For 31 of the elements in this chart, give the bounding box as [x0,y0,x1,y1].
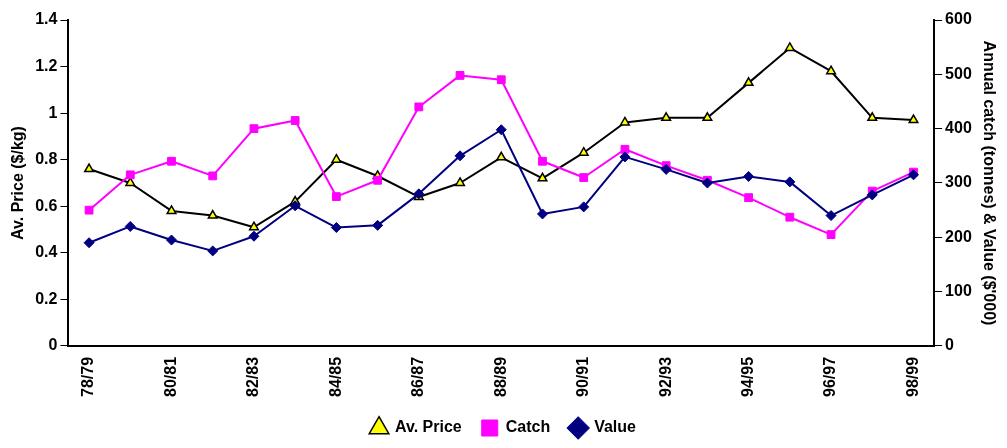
y2-tick-label: 400 [945,119,972,137]
x-tick-label: 90/91 [574,356,592,398]
x-tick-label: 84/85 [326,356,344,398]
y-tick-label: 1.2 [35,56,58,74]
y2-tick-label: 100 [945,282,972,300]
y-tick-label: 1 [48,103,58,121]
y-tick-label: 0.4 [35,243,58,261]
y2-tick-label: 300 [945,173,972,191]
y-tick-label: 0.8 [35,150,58,168]
x-tick-label: 88/89 [491,356,509,398]
y-tick-label: 0.6 [35,196,58,214]
y-tick-label: 0.2 [35,289,58,307]
y-axis-title: Av. Price ($/kg) [9,126,27,240]
legend-label: Value [594,418,637,436]
x-tick-label: 78/79 [79,356,97,398]
y-tick-label: 0 [48,336,58,354]
legend-label: Av. Price [395,418,462,436]
legend-label: Catch [505,418,551,436]
x-tick-label: 96/97 [821,356,839,398]
y2-tick-label: 500 [945,64,972,82]
x-tick-label: 82/83 [244,356,262,398]
x-tick-label: 98/99 [903,356,921,398]
y-tick-label: 1.4 [35,10,58,28]
y2-tick-label: 200 [945,227,972,245]
y2-axis-title: Annual catch (tonnes) & Value ($'000) [980,40,998,326]
y2-tick-label: 600 [945,10,972,28]
x-tick-label: 94/95 [739,356,757,398]
x-tick-label: 80/81 [161,356,179,398]
y2-tick-label: 0 [945,336,955,354]
x-tick-label: 86/87 [409,356,427,398]
x-tick-label: 92/93 [656,356,674,398]
